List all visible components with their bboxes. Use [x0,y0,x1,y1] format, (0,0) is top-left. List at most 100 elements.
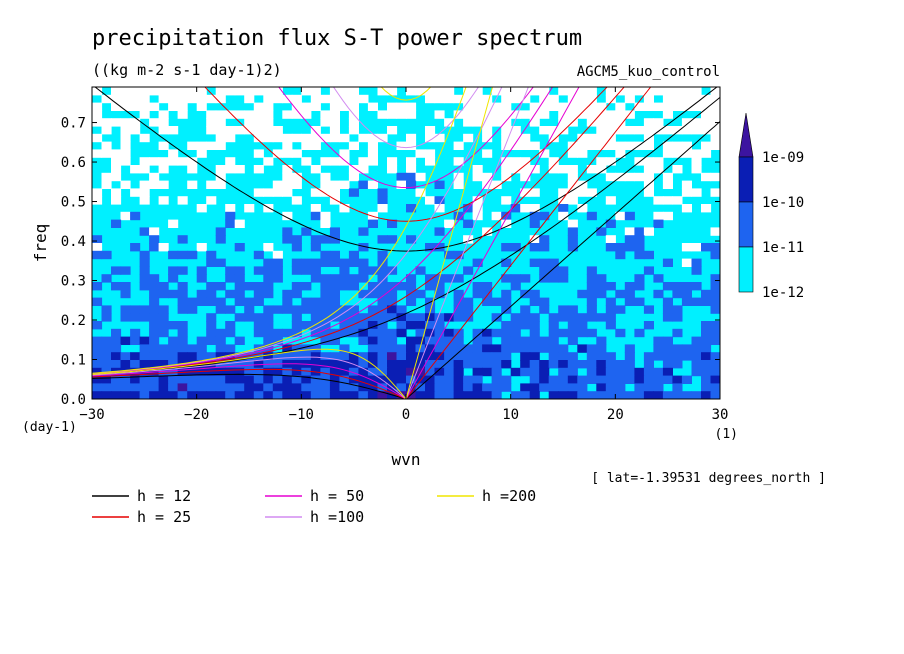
heat-cell [548,133,559,143]
heat-cell [653,367,664,377]
heat-cell [120,157,131,166]
heat-cell [501,297,512,306]
heat-cell [681,282,692,291]
heat-cell [653,118,664,127]
heat-cell [539,266,550,275]
heat-cell [662,282,673,291]
heat-cell [691,157,702,166]
heat-cell [387,235,398,244]
heat-cell [367,383,378,392]
heat-cell [577,391,588,399]
heat-cell [329,274,340,283]
heat-cell [329,126,340,135]
heat-cell [605,126,616,135]
heat-cell [672,328,683,338]
ig1-curve [332,87,480,149]
heat-cell [111,328,122,338]
heat-cell [444,313,455,322]
heat-cell [139,305,150,314]
heat-cell [92,321,103,330]
heat-cell [406,360,417,369]
heat-cell [463,360,474,369]
heat-cell [501,274,512,283]
heat-cell [291,94,302,104]
colorbar-label: 1e-12 [762,285,804,301]
heat-cell [339,391,350,399]
heat-cell [139,367,150,377]
heat-cell [120,94,131,104]
heat-cell [453,383,464,392]
heat-cell [158,305,169,314]
heat-cell [139,391,150,399]
heat-cell [577,328,588,338]
heat-cell [367,313,378,322]
heat-cell [396,110,407,119]
heat-cell [263,110,274,119]
heat-cell [415,87,426,96]
heat-cell [472,328,483,338]
heat-cell [586,344,597,353]
heat-cell [634,227,645,236]
heat-cell [168,149,179,158]
heat-cell [158,289,169,299]
heat-cell [310,235,321,244]
heat-cell [177,157,188,166]
heat-cell [329,367,340,377]
heat-cell [244,375,255,384]
heat-cell [406,87,417,96]
heat-cell [387,219,398,228]
heat-cell [158,196,169,205]
heat-cell [482,352,493,361]
heat-cell [215,305,226,314]
heat-cell [634,87,645,96]
heat-cell [196,87,207,96]
heat-cell [681,141,692,150]
heat-cell [463,94,474,104]
heat-cell [596,118,607,127]
heat-cell [491,87,502,96]
heat-cell [253,126,264,135]
heat-cell [701,94,712,104]
heat-cell [111,87,122,96]
heat-cell [406,313,417,322]
heat-cell [586,274,597,283]
heat-cell [643,188,654,197]
heat-cell [320,235,331,244]
heat-cell [624,87,635,96]
heat-cell [120,126,131,135]
heat-cell [577,87,588,96]
heat-cell [234,360,245,369]
heat-cell [558,196,569,205]
heat-cell [377,313,388,322]
heat-cell [662,352,673,361]
heat-cell [101,336,112,345]
heat-cell [92,336,103,345]
heat-cell [453,274,464,283]
heat-cell [272,352,283,361]
heat-cell [377,328,388,338]
heat-cell [643,367,654,377]
heat-cell [662,367,673,377]
heat-cell [329,196,340,205]
heat-cell [101,375,112,384]
heat-cell [130,305,141,314]
heat-cell [234,219,245,228]
heat-cell [472,344,483,353]
heat-cell [643,352,654,361]
heat-cell [377,274,388,283]
heat-cell [453,141,464,150]
heat-cell [539,102,550,111]
heat-cell [301,282,312,291]
heat-cell [615,391,626,399]
heat-cell [282,328,293,338]
heat-cell [605,110,616,119]
heat-cell [529,383,540,392]
heat-cell [244,360,255,369]
heat-cell [444,94,455,104]
heat-cell [501,352,512,361]
heat-cell [453,352,464,361]
heat-cell [691,102,702,111]
heat-cell [263,243,274,252]
heat-cell [482,367,493,377]
heat-cell [377,344,388,353]
